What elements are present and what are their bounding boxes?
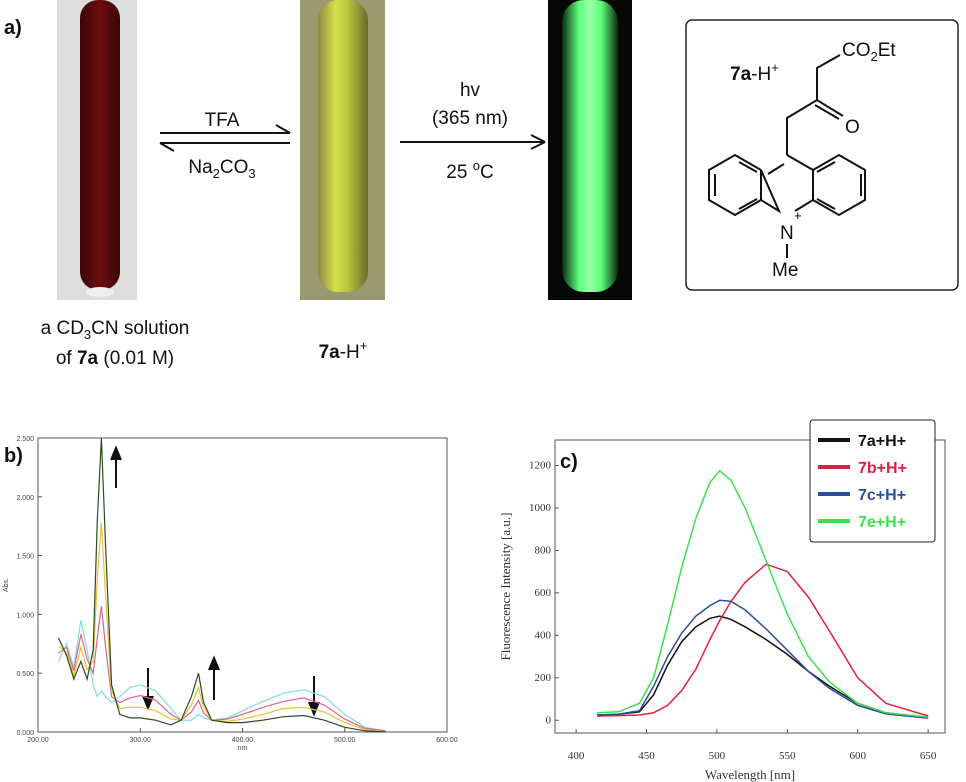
series-line — [58, 522, 386, 733]
x-tick-label: 550 — [779, 750, 796, 762]
x-axis-label: nm — [238, 745, 248, 752]
legend-frame — [809, 419, 936, 543]
series-line — [57, 620, 386, 732]
atom-label: Me — [772, 260, 798, 281]
caption: 7a-H+ — [319, 338, 368, 363]
y-tick-label: 0.500 — [16, 671, 34, 678]
subscript: 3 — [84, 327, 91, 342]
y-axis-label: Abs. — [3, 578, 10, 592]
y-tick-label: 200 — [535, 672, 552, 684]
arrow — [400, 134, 546, 150]
arrow-reverse — [159, 142, 290, 152]
series-line — [58, 606, 386, 732]
x-tick-label: 200.00 — [27, 737, 49, 744]
x-tick-label: 450 — [638, 750, 655, 762]
legend-label: 7e+H+ — [858, 514, 906, 531]
panel-label: c) — [560, 451, 578, 473]
tube — [318, 0, 368, 292]
y-tick-label: 1.000 — [16, 612, 34, 619]
tube — [80, 0, 120, 290]
y-tick-label: 0.000 — [16, 730, 34, 737]
text-part: Et — [878, 40, 897, 61]
y-tick-label: 1.500 — [16, 554, 34, 561]
x-tick-label: 500 — [709, 750, 726, 762]
x-tick-label: 600 — [849, 750, 866, 762]
superscript: o — [473, 158, 480, 173]
text-part: CO — [220, 157, 249, 178]
superscript: + — [360, 338, 368, 353]
series-line — [597, 563, 929, 717]
series-line — [597, 599, 929, 719]
structure-bonds — [708, 54, 866, 258]
structure-box — [685, 19, 959, 291]
panel-label: b) — [4, 445, 23, 467]
tube-bottom — [86, 287, 114, 297]
y-tick-label: 600 — [535, 587, 552, 599]
structure-name: 7a-H+ — [730, 60, 779, 85]
superscript: + — [771, 60, 779, 75]
series-line — [597, 469, 929, 718]
plot-frame — [554, 439, 946, 734]
subscript: 2 — [871, 49, 878, 64]
text-part: C — [480, 162, 494, 183]
legend-label: 7b+H+ — [858, 460, 907, 477]
y-tick-label: 2.500 — [16, 436, 34, 443]
reagent: TFA — [205, 110, 240, 131]
text-part: -H — [340, 342, 360, 363]
subscript: 2 — [213, 166, 220, 181]
charge: + — [794, 208, 802, 223]
y-tick-label: 400 — [535, 629, 552, 641]
caption: a CD3CN solution — [41, 318, 190, 342]
x-axis-label: Wavelength [nm] — [705, 767, 795, 782]
tube — [562, 0, 618, 292]
text-part: a CD — [41, 318, 84, 339]
ester-label: CO2Et — [842, 40, 896, 64]
y-tick-label: 2.000 — [16, 495, 34, 502]
irradiation: hv — [460, 80, 481, 101]
compound: 7a — [730, 64, 752, 85]
y-tick-label: 800 — [535, 544, 552, 556]
caption: of 7a (0.01 M) — [56, 348, 174, 369]
x-tick-label: 400 — [568, 750, 585, 762]
text-part: -H — [751, 64, 771, 85]
y-axis-label: Fluorescence Intensity [a.u.] — [498, 512, 513, 660]
compound: 7a — [319, 342, 341, 363]
y-tick-label: 1000 — [529, 502, 552, 514]
y-tick-label: 1200 — [529, 459, 552, 471]
series-line — [57, 437, 386, 733]
panel-label: a) — [4, 17, 22, 39]
x-tick-label: 600.00 — [436, 737, 458, 744]
x-tick-label: 650 — [920, 750, 937, 762]
compound: 7a — [77, 348, 99, 369]
atom-label: O — [845, 117, 860, 138]
change-arrow — [110, 445, 320, 717]
text-part: 25 — [446, 162, 472, 183]
y-tick-label: 0 — [546, 714, 552, 726]
x-tick-label: 500.00 — [334, 737, 356, 744]
legend-label: 7c+H+ — [858, 487, 906, 504]
x-tick-label: 300.00 — [130, 737, 152, 744]
text-part: CN solution — [91, 318, 189, 339]
arrow-forward — [160, 124, 291, 134]
x-tick-label: 400.00 — [232, 737, 254, 744]
legend-label: 7a+H+ — [858, 433, 906, 450]
series-line — [597, 615, 929, 719]
reagent: Na2CO3 — [188, 157, 255, 181]
irradiation: (365 nm) — [432, 108, 508, 129]
text-part: CO — [842, 40, 871, 61]
text-part: Na — [188, 157, 213, 178]
temperature: 25 oC — [446, 158, 493, 183]
subscript: 3 — [248, 166, 255, 181]
atom-label: N — [780, 223, 794, 244]
text-part: (0.01 M) — [98, 348, 174, 369]
text-part: of — [56, 348, 77, 369]
